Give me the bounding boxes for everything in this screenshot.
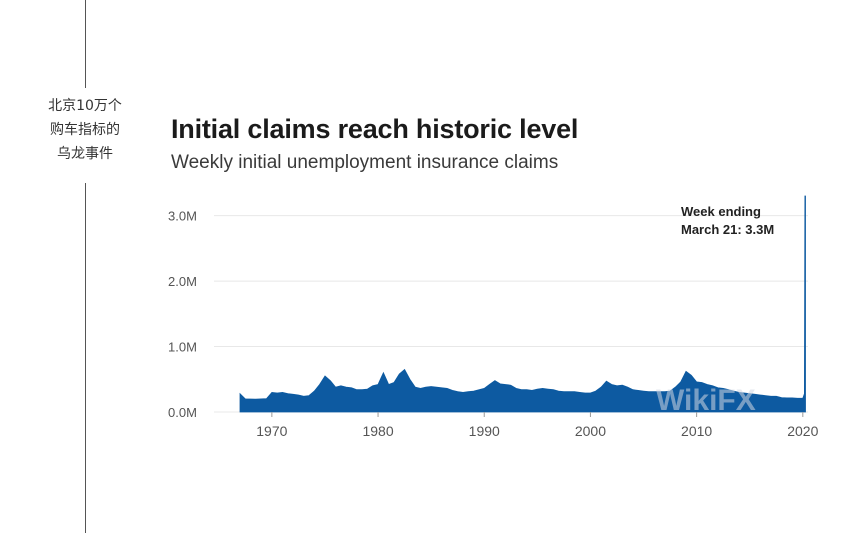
x-tick-label-1: 1980 xyxy=(362,423,393,439)
divider-line-bottom xyxy=(85,183,86,533)
y-tick-label-0: 0.0M xyxy=(168,405,197,420)
annotation-line-2: March 21: 3.3M xyxy=(681,222,774,237)
side-caption: 北京10万个 购车指标的 乌龙事件 xyxy=(30,94,140,166)
annotation-line-1: Week ending xyxy=(681,204,761,219)
side-caption-line-1: 北京10万个 xyxy=(48,98,122,114)
x-tick-label-5: 2020 xyxy=(787,423,818,439)
y-tick-label-2: 2.0M xyxy=(168,274,197,289)
y-tick-label-1: 1.0M xyxy=(168,340,197,355)
x-tick-label-0: 1970 xyxy=(256,423,287,439)
side-caption-line-2: 购车指标的 xyxy=(50,122,120,138)
x-tick-label-4: 2010 xyxy=(681,423,712,439)
watermark: WikiFX xyxy=(656,384,756,417)
claims-area xyxy=(239,195,806,413)
side-caption-line-3: 乌龙事件 xyxy=(57,146,113,162)
x-tick-label-3: 2000 xyxy=(575,423,606,439)
divider-line-top xyxy=(85,0,86,88)
chart-title: Initial claims reach historic level xyxy=(171,114,579,144)
x-tick-label-2: 1990 xyxy=(469,423,500,439)
chart-subtitle: Weekly initial unemployment insurance cl… xyxy=(171,152,559,173)
y-tick-label-3: 3.0M xyxy=(168,209,197,224)
